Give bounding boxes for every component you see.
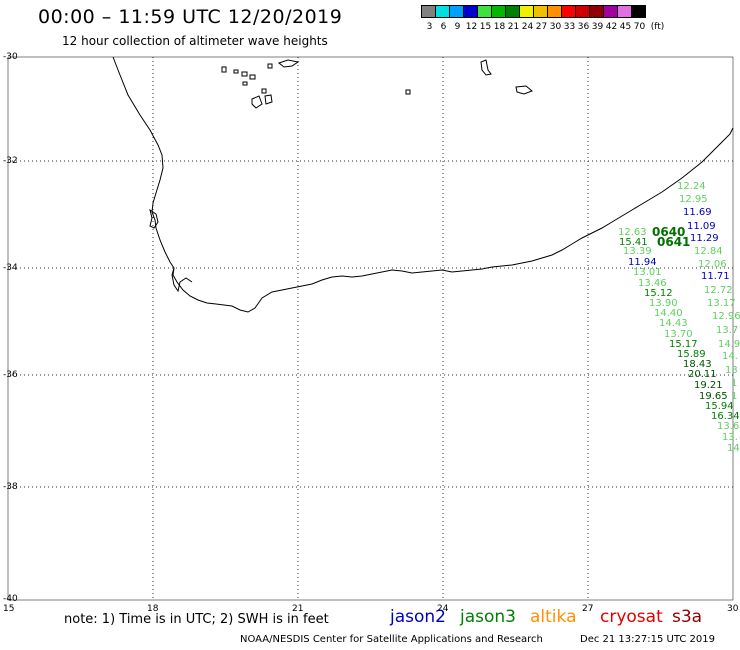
credit-line: NOAA/NESDIS Center for Satellite Applica…	[240, 634, 543, 645]
swh-observation: 13.6	[717, 421, 740, 432]
swh-observation: 12.72	[704, 285, 733, 296]
swh-observation: 13.17	[707, 298, 736, 309]
scale-label: 42	[605, 22, 618, 32]
scale-label: 15	[479, 22, 492, 32]
swh-observation: 13.39	[623, 246, 652, 257]
swh-observation: 11.29	[690, 233, 719, 244]
swh-observation: 14.40	[654, 308, 683, 319]
scale-label: 36	[577, 22, 590, 32]
lat-label: -32	[3, 156, 18, 166]
graticule	[8, 57, 733, 600]
map-frame	[7, 56, 734, 601]
map-title: 00:00 – 11:59 UTC 12/20/2019	[38, 6, 343, 28]
coastline-cape-peninsula	[171, 267, 193, 293]
swh-observation: 15.12	[644, 288, 673, 299]
legend-cryosat: cryosat	[600, 607, 663, 627]
swh-observation: 13.7	[716, 325, 739, 336]
swh-observation: 16.34	[711, 411, 740, 422]
scale-label: 24	[521, 22, 534, 32]
lon-label: 18	[147, 604, 159, 614]
lat-label: -40	[3, 594, 18, 604]
lat-label: -34	[3, 263, 18, 273]
swh-observation: 18.43	[683, 359, 712, 370]
swh-observation: 13	[725, 365, 738, 376]
lat-label: -30	[3, 52, 18, 62]
swh-observation: 12.24	[677, 181, 706, 192]
scale-unit: (ft)	[650, 22, 665, 32]
scale-label: 18	[493, 22, 506, 32]
swh-observation: 12.06	[698, 259, 727, 270]
lon-label: 27	[582, 604, 594, 614]
swh-observation: 15.41	[619, 237, 648, 248]
swh-observation: 15.89	[677, 349, 706, 360]
scale-label: 70	[633, 22, 646, 32]
scale-swatch	[631, 5, 646, 18]
generated-timestamp: Dec 21 13:27:15 UTC 2019	[580, 634, 715, 645]
swh-observation: 13.90	[649, 298, 678, 309]
lat-label: -38	[3, 482, 18, 492]
swh-observation: 11.94	[628, 257, 657, 268]
swh-observation: 13.01	[633, 267, 662, 278]
coastline-saldanha	[149, 208, 159, 229]
lon-label: 21	[292, 604, 304, 614]
lon-label: 24	[437, 604, 449, 614]
coastline-south-africa	[112, 56, 734, 313]
scale-label: 3	[426, 22, 433, 32]
scale-label: 45	[619, 22, 632, 32]
swh-observation: 19.21	[694, 380, 723, 391]
scale-label: 12	[465, 22, 478, 32]
scale-label: 6	[440, 22, 447, 32]
swh-observation: 15.17	[669, 339, 698, 350]
swh-observation: 14.43	[659, 318, 688, 329]
legend-jason2: jason2	[390, 607, 446, 627]
swh-observation: 20.11	[688, 369, 717, 380]
lon-label: 30	[727, 604, 739, 614]
swh-observation: 14	[727, 443, 740, 454]
pass-time-label: 0640	[652, 225, 686, 239]
pass-time-label: 0641	[657, 235, 691, 249]
swh-observation: 1	[731, 378, 738, 389]
scale-label: 33	[563, 22, 576, 32]
swh-observation: 12.96	[712, 311, 740, 322]
legend-jason3: jason3	[460, 607, 516, 627]
legend-altika: altika	[530, 607, 577, 627]
map-subtitle: 12 hour collection of altimeter wave hei…	[62, 34, 328, 48]
legend-s3a: s3a	[672, 607, 703, 627]
swh-observation: 13.70	[664, 329, 693, 340]
swh-observation: 11.71	[701, 271, 730, 282]
islands	[221, 59, 533, 109]
swh-observation: 11.69	[683, 207, 712, 218]
swh-observation: 15.94	[705, 401, 734, 412]
scale-label: 9	[454, 22, 461, 32]
swh-observation: 13.	[722, 432, 738, 443]
swh-observation: 12.63	[618, 227, 647, 238]
color-scale-labels: 3 6 9 12 15 18 21 24 27 30 33 36 39 42 4…	[422, 22, 740, 34]
footer-note: note: 1) Time is in UTC; 2) SWH is in fe…	[64, 612, 329, 627]
swh-observation: 12.95	[679, 194, 708, 205]
scale-label: 27	[535, 22, 548, 32]
swh-observation: 14.9	[718, 339, 740, 350]
swh-observation: 1	[731, 391, 738, 402]
swh-observation: 19.65	[699, 391, 728, 402]
scale-label: 39	[591, 22, 604, 32]
lon-label: 15	[3, 604, 15, 614]
scale-label: 30	[549, 22, 562, 32]
swh-observation: 12.84	[694, 246, 723, 257]
scale-label: 21	[507, 22, 520, 32]
color-scale-bar	[421, 5, 646, 18]
swh-observation: 14.	[722, 351, 738, 362]
swh-observation: 11.09	[687, 221, 716, 232]
swh-observation: 13.46	[638, 278, 667, 289]
lat-label: -36	[3, 370, 18, 380]
